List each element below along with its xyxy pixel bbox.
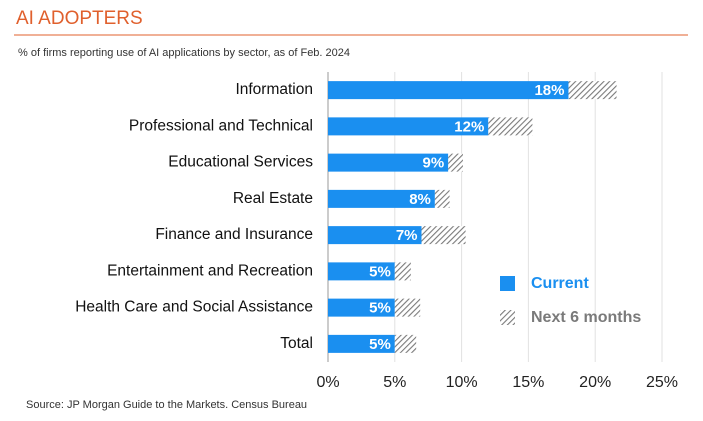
bar-next [421,226,466,245]
bar-label: 9% [423,155,445,172]
bar-current [328,334,395,353]
bar-next [568,81,617,100]
x-tick-label: 15% [512,374,544,391]
bar-label: 5% [369,263,391,280]
legend-swatch [500,276,515,291]
x-tick-label: 10% [446,374,478,391]
bar-next [488,117,533,136]
bar-label: 7% [396,227,418,244]
legend-label: Next 6 months [531,309,641,326]
y-tick-label: Total [280,335,313,352]
bar-current [328,226,422,245]
bar-current [328,153,449,172]
y-tick-label: Professional and Technical [129,117,313,134]
bar-next [434,189,450,208]
bar-next [394,262,411,281]
bar-current [328,298,395,317]
bar-current [328,189,435,208]
bar-next [394,298,421,317]
y-tick-label: Entertainment and Recreation [107,262,313,279]
y-tick-label: Real Estate [233,190,313,207]
bar-label: 8% [409,191,431,208]
bar-current [328,262,395,281]
bar-label: 5% [369,300,391,317]
legend-label: Current [531,275,589,292]
y-tick-label: Information [235,81,313,98]
x-tick-label: 5% [383,374,406,391]
chart-title: AI ADOPTERS [16,8,143,29]
chart-subtitle: % of firms reporting use of AI applicati… [18,47,350,59]
bar-current [328,117,489,136]
bar-next [448,153,463,172]
x-tick-label: 25% [646,374,678,391]
legend-swatch [500,310,515,325]
bar-label: 5% [369,336,391,353]
y-tick-label: Health Care and Social Assistance [75,299,313,316]
bar-current [328,81,569,100]
x-tick-label: 0% [316,374,339,391]
y-tick-label: Educational Services [168,154,313,171]
bar-next [394,334,417,353]
x-tick-label: 20% [579,374,611,391]
bar-label: 18% [534,82,564,99]
y-tick-label: Finance and Insurance [155,226,313,243]
bar-label: 12% [454,118,484,135]
source-note: Source: JP Morgan Guide to the Markets. … [26,399,307,411]
